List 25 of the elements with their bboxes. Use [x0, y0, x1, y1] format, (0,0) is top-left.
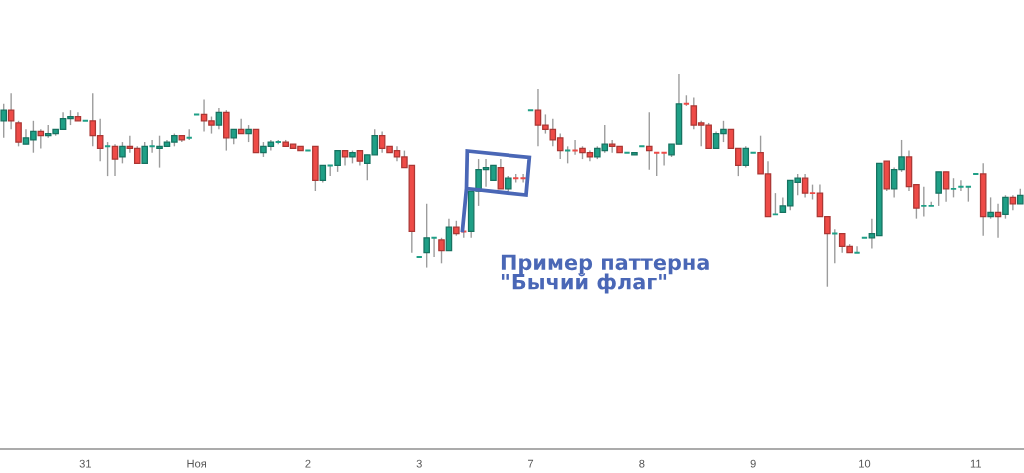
candlestick [987, 196, 994, 220]
x-tick-label: 2 [305, 459, 311, 468]
x-tick-label: 7 [528, 459, 534, 468]
x-tick-label: 11 [970, 459, 981, 468]
x-tick-label: 8 [639, 459, 645, 468]
candlestick [935, 171, 942, 207]
candlestick [111, 143, 119, 177]
candlestick [645, 111, 653, 171]
candlestick [215, 107, 223, 131]
candlestick [37, 128, 45, 150]
candlestick [438, 237, 445, 265]
candlestick [0, 103, 8, 139]
candlestick [801, 173, 809, 199]
x-tick-label: Ноя [187, 459, 206, 468]
candlestick [15, 120, 22, 148]
candlestick [252, 128, 260, 154]
candlestick [497, 158, 505, 190]
annotation: Пример паттерна "Бычий флаг" [501, 254, 709, 294]
candlestick [119, 141, 126, 165]
candlestick [1002, 194, 1009, 220]
x-tick-label: 3 [416, 459, 422, 468]
x-tick-label: 9 [750, 459, 756, 468]
x-tick-label: 31 [79, 459, 91, 468]
candlestick [942, 171, 950, 203]
x-tick-label: 10 [859, 459, 871, 468]
